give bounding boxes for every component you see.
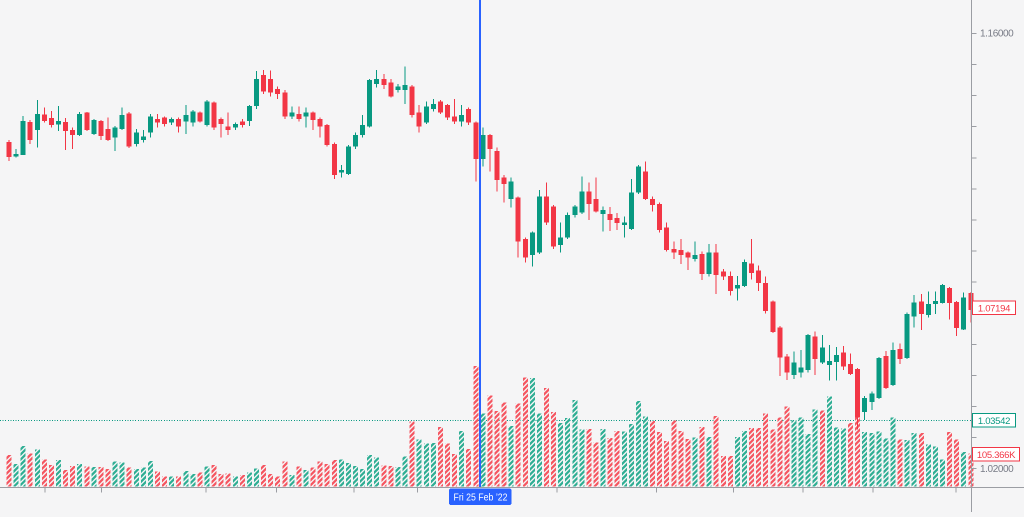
svg-text:1.07194: 1.07194 bbox=[978, 303, 1010, 314]
svg-text:105.366K: 105.366K bbox=[977, 450, 1016, 461]
svg-text:Fri 25 Feb ’22: Fri 25 Feb ’22 bbox=[454, 492, 508, 504]
svg-text:1.16000: 1.16000 bbox=[980, 29, 1014, 40]
svg-text:1.03542: 1.03542 bbox=[978, 416, 1010, 427]
svg-text:1.02000: 1.02000 bbox=[980, 464, 1014, 475]
